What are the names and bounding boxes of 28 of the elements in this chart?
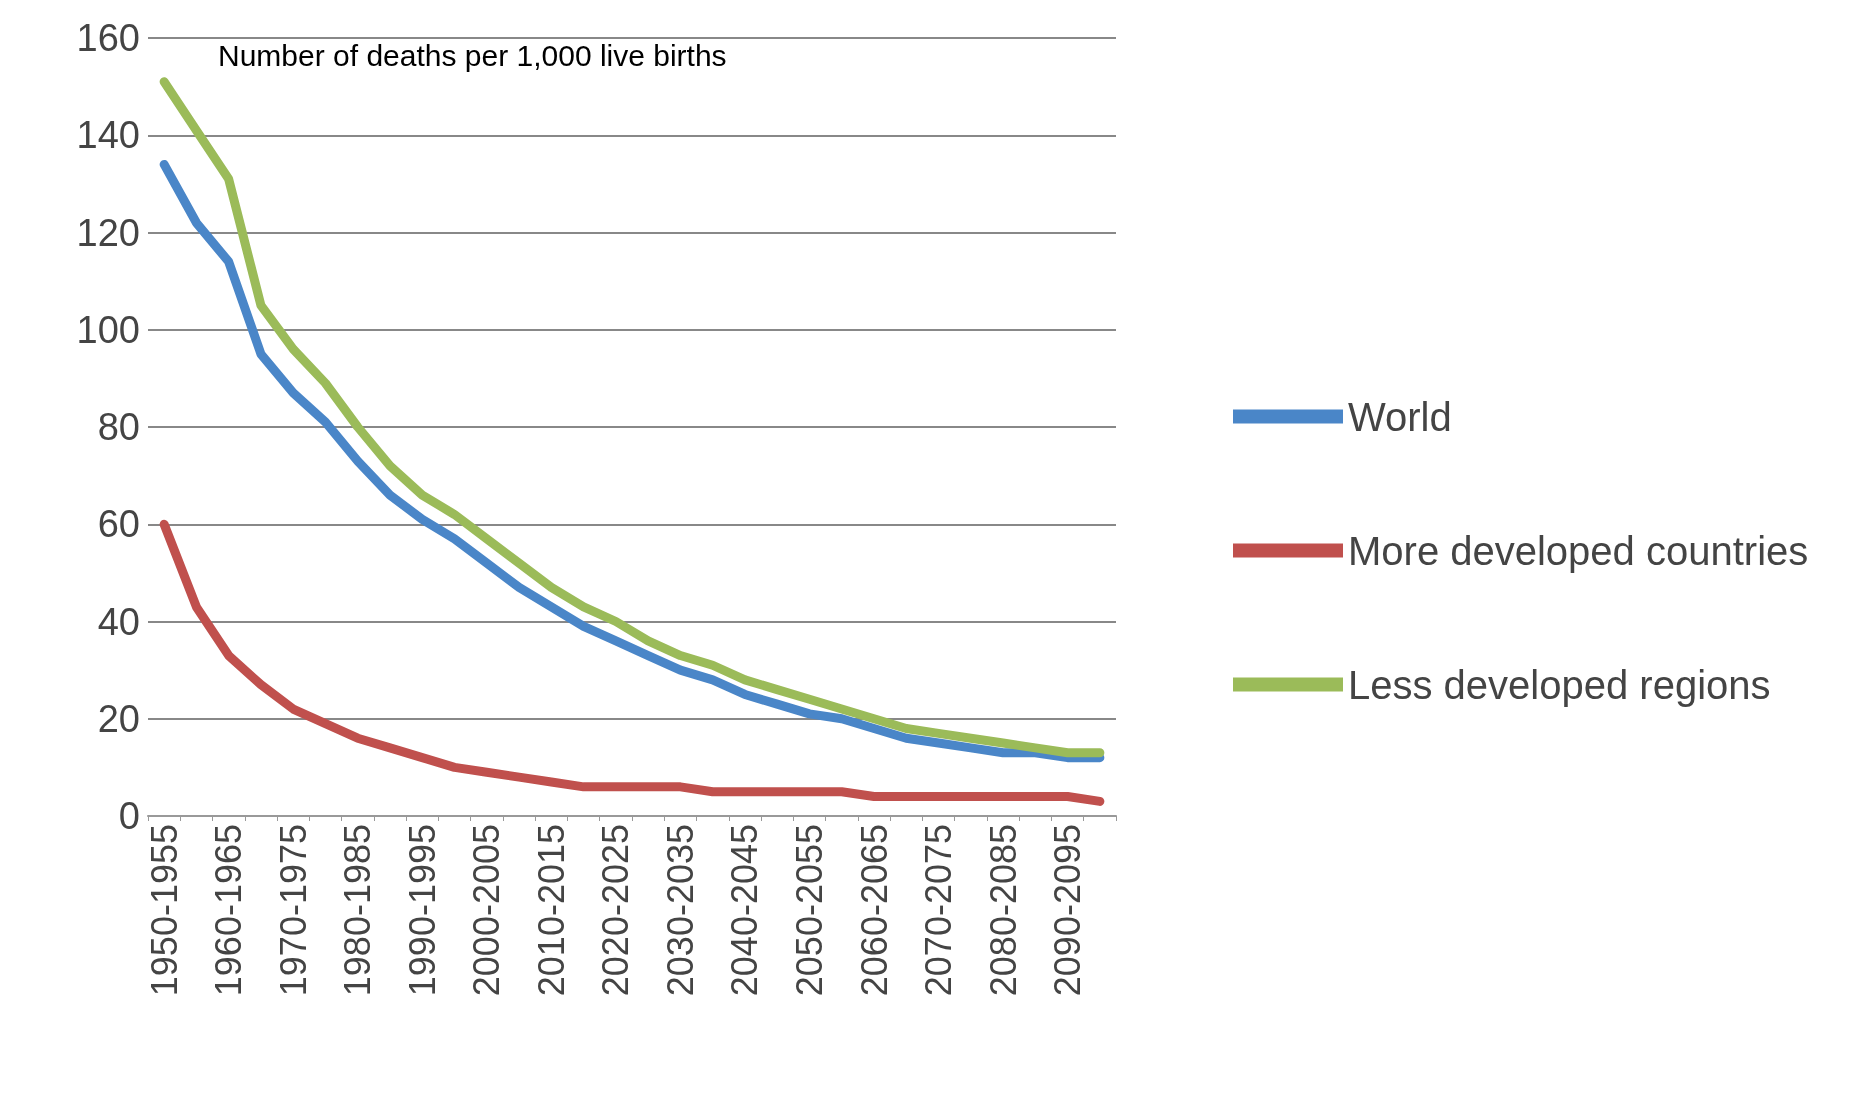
x-tick-label: 2010-2015 [530, 824, 572, 997]
y-tick-label: 120 [76, 211, 140, 254]
legend-label: Less developed regions [1348, 662, 1771, 707]
y-tick-label: 80 [97, 406, 140, 448]
x-tick-label: 1960-1965 [208, 824, 250, 997]
x-tick-label: 2090-2095 [1047, 824, 1089, 997]
x-tick-label: 1980-1985 [337, 824, 379, 997]
legend-label: World [1348, 394, 1452, 439]
x-tick-label: 2000-2005 [466, 824, 508, 997]
x-tick-label: 2030-2035 [659, 824, 701, 997]
x-tick-label: 2080-2085 [982, 824, 1024, 997]
y-tick-label: 160 [76, 17, 140, 59]
x-tick-label: 2050-2055 [788, 824, 830, 997]
legend-label: More developed countries [1348, 528, 1809, 573]
x-tick-label: 2040-2045 [724, 824, 766, 997]
y-tick-label: 60 [97, 503, 140, 546]
y-tick-label: 140 [76, 114, 140, 157]
x-tick-label: 1990-1995 [401, 824, 443, 997]
x-tick-label: 1970-1975 [272, 824, 314, 997]
y-tick-label: 40 [97, 600, 140, 643]
y-tick-label: 0 [118, 795, 140, 837]
x-tick-label: 2020-2025 [595, 824, 637, 997]
x-tick-label: 2060-2065 [853, 824, 895, 997]
x-tick-label: 2070-2075 [918, 824, 960, 997]
annotation: Number of deaths per 1,000 live births [218, 38, 727, 72]
x-tick-label: 1950-1955 [143, 824, 185, 997]
y-tick-label: 20 [97, 697, 140, 740]
y-tick-label: 100 [76, 308, 140, 351]
